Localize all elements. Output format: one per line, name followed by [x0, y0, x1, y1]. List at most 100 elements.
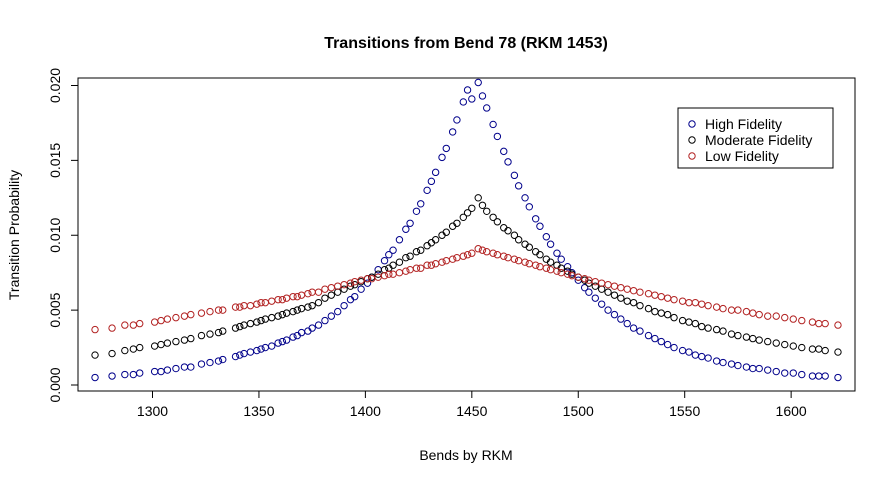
- data-point-high-fidelity: [734, 361, 742, 370]
- data-point-high-fidelity: [591, 294, 599, 302]
- data-point-low-fidelity: [489, 249, 497, 257]
- data-point-high-fidelity: [546, 240, 555, 248]
- data-point-low-fidelity: [510, 255, 519, 263]
- data-point-high-fidelity: [219, 355, 227, 364]
- data-point-low-fidelity: [678, 297, 687, 305]
- data-point-high-fidelity: [610, 310, 619, 319]
- data-point-low-fidelity: [629, 286, 638, 295]
- data-point-low-fidelity: [340, 280, 348, 289]
- data-point-low-fidelity: [591, 277, 599, 286]
- data-point-high-fidelity: [463, 86, 472, 94]
- data-point-high-fidelity: [253, 346, 261, 355]
- data-point-low-fidelity: [91, 325, 99, 334]
- data-point-low-fidelity: [268, 297, 276, 305]
- data-point-low-fidelity: [282, 294, 291, 302]
- data-point-high-fidelity: [121, 370, 129, 379]
- data-point-low-fidelity: [427, 261, 436, 269]
- data-point-low-fidelity: [610, 282, 619, 290]
- data-point-high-fidelity: [698, 352, 706, 361]
- data-point-high-fidelity: [536, 222, 544, 230]
- data-point-high-fidelity: [289, 333, 297, 341]
- x-tick-label: 1500: [563, 403, 594, 419]
- data-point-high-fidelity: [755, 364, 763, 373]
- data-point-moderate-fidelity: [719, 327, 727, 335]
- data-point-high-fidelity: [412, 207, 421, 215]
- data-point-high-fidelity: [180, 363, 189, 371]
- data-point-low-fidelity: [764, 312, 772, 320]
- data-point-low-fidelity: [636, 288, 644, 296]
- data-point-high-fidelity: [334, 307, 342, 316]
- data-point-low-fidelity: [334, 282, 342, 290]
- data-point-low-fidelity: [380, 271, 389, 280]
- x-tick-label: 1550: [669, 403, 700, 419]
- data-point-moderate-fidelity: [546, 258, 555, 266]
- y-tick-label: 0.010: [47, 218, 63, 253]
- data-point-moderate-fidelity: [282, 309, 291, 317]
- data-point-low-fidelity: [712, 303, 721, 311]
- data-point-high-fidelity: [719, 358, 727, 367]
- data-point-moderate-fidelity: [597, 285, 606, 293]
- data-point-high-fidelity: [644, 331, 653, 340]
- data-point-high-fidelity: [808, 372, 817, 380]
- x-tick-label: 1350: [243, 403, 274, 419]
- data-point-high-fidelity: [240, 349, 248, 358]
- data-point-low-fidelity: [395, 268, 404, 277]
- data-point-moderate-fidelity: [808, 345, 817, 353]
- data-point-low-fidelity: [327, 283, 336, 292]
- x-tick-label: 1400: [350, 403, 381, 419]
- data-point-moderate-fidelity: [402, 254, 410, 262]
- y-tick-label: 0.020: [47, 68, 63, 103]
- data-point-moderate-fidelity: [289, 307, 297, 316]
- data-point-high-fidelity: [798, 370, 806, 379]
- data-point-moderate-fidelity: [297, 304, 306, 313]
- data-point-moderate-fidelity: [798, 343, 806, 352]
- data-point-low-fidelity: [500, 252, 508, 260]
- data-point-high-fidelity: [380, 257, 389, 265]
- data-point-high-fidelity: [764, 366, 772, 374]
- data-point-high-fidelity: [187, 363, 195, 371]
- data-point-low-fidelity: [172, 313, 180, 322]
- data-point-high-fidelity: [542, 233, 551, 241]
- data-point-high-fidelity: [685, 348, 693, 356]
- data-point-high-fidelity: [474, 78, 482, 87]
- data-point-moderate-fidelity: [214, 328, 223, 337]
- y-axis: 0.000 0.005 0.010 0.015 0.020: [47, 68, 79, 403]
- data-points: [91, 78, 842, 382]
- data-point-low-fidelity: [704, 301, 712, 310]
- data-point-high-fidelity: [357, 285, 365, 293]
- data-point-low-fidelity: [531, 261, 540, 269]
- data-point-high-fidelity: [389, 246, 397, 254]
- data-point-moderate-fidelity: [815, 345, 823, 353]
- data-point-moderate-fidelity: [704, 324, 712, 332]
- data-point-moderate-fidelity: [187, 334, 195, 343]
- data-point-low-fidelity: [368, 274, 376, 283]
- data-point-high-fidelity: [206, 358, 214, 367]
- data-point-high-fidelity: [385, 251, 393, 259]
- data-point-high-fidelity: [478, 92, 487, 100]
- data-point-moderate-fidelity: [91, 351, 99, 359]
- data-point-high-fidelity: [157, 367, 165, 376]
- data-point-high-fidelity: [308, 324, 316, 332]
- data-point-moderate-fidelity: [610, 291, 619, 299]
- data-point-low-fidelity: [557, 268, 565, 277]
- x-axis-label: Bends by RKM: [419, 447, 512, 463]
- data-point-high-fidelity: [236, 351, 244, 359]
- data-point-moderate-fidelity: [755, 336, 763, 344]
- data-point-low-fidelity: [308, 288, 316, 296]
- data-point-moderate-fidelity: [712, 325, 721, 334]
- x-tick-label: 1450: [456, 403, 487, 419]
- data-point-low-fidelity: [742, 307, 751, 316]
- data-point-low-fidelity: [121, 321, 129, 329]
- data-point-high-fidelity: [663, 340, 672, 349]
- data-point-low-fidelity: [644, 289, 653, 298]
- data-point-moderate-fidelity: [636, 301, 644, 310]
- x-tick-label: 1300: [137, 403, 168, 419]
- x-tick-label: 1600: [776, 403, 807, 419]
- data-point-low-fidelity: [468, 249, 476, 257]
- data-point-moderate-fidelity: [617, 294, 625, 302]
- data-point-low-fidelity: [563, 270, 572, 278]
- data-point-high-fidelity: [651, 334, 659, 343]
- data-point-low-fidelity: [187, 310, 195, 319]
- data-point-low-fidelity: [219, 306, 227, 314]
